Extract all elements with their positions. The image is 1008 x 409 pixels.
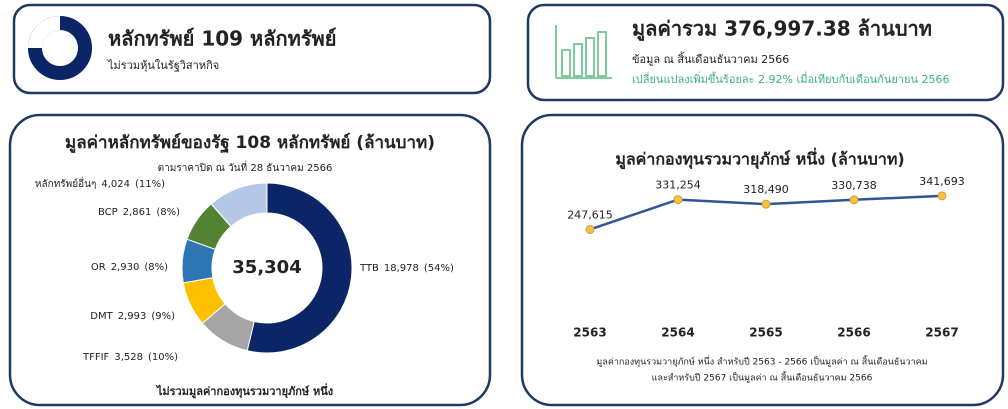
x-tick-label: 2564 (661, 326, 694, 340)
data-label: 318,490 (743, 183, 789, 196)
slice-label-part: 4,024 (101, 179, 130, 190)
slice-label-part: 2,930 (111, 262, 140, 273)
point (849, 195, 859, 205)
slice-label-part: OR (91, 262, 106, 273)
slice-label-part: 18,978 (384, 263, 419, 274)
slice-label-part: (54%) (424, 263, 454, 274)
slice-label: หลักทรัพย์อื่นๆ 4,024 (11%) (35, 176, 165, 190)
slice-label: DMT 2,993 (9%) (90, 311, 175, 322)
slice-label-part: หลักทรัพย์อื่นๆ (35, 176, 96, 190)
card (526, 3, 1005, 102)
chart-subtitle: ตามราคาปิด ณ วันที่ 28 ธันวาคม 2566 (158, 160, 333, 174)
slice-label-part: 2,861 (123, 207, 152, 218)
card-subtitle: ข้อมูล ณ สิ้นเดือนธันวาคม 2566 (632, 51, 789, 66)
slice-label-part: (9%) (151, 311, 175, 322)
chart-title: มูลค่ากองทุนรวมวายุภักษ์ หนึ่ง (ล้านบาท) (615, 148, 904, 171)
slice-label: TFFIF 3,528 (10%) (82, 352, 178, 363)
slice-label-part: (10%) (148, 352, 178, 363)
slice-label: BCP 2,861 (8%) (98, 207, 180, 218)
footnote: ไม่รวมมูลค่ากองทุนรวมวายุภักษ์ หนึ่ง (155, 383, 333, 399)
slice-label: OR 2,930 (8%) (91, 262, 168, 273)
pie-slice (246, 182, 353, 354)
donut-icon (28, 16, 92, 80)
chart-title: มูลค่าหลักทรัพย์ของรัฐ 108 หลักทรัพย์ (ล… (65, 132, 435, 154)
slice-label-part: 3,528 (114, 352, 143, 363)
data-label: 247,615 (567, 208, 613, 221)
card (520, 113, 1005, 407)
point (761, 199, 771, 209)
pie-slice (210, 182, 268, 228)
slice-label-part: (8%) (144, 262, 168, 273)
x-tick-label: 2565 (749, 326, 782, 340)
x-tick-label: 2567 (925, 326, 958, 340)
x-tick-label: 2566 (837, 326, 870, 340)
footnote: มูลค่ากองทุนรวมวายุภักษ์ หนึ่ง สำหรับปี … (596, 355, 927, 368)
slice-label-part: TTB (359, 263, 379, 274)
data-label: 341,693 (919, 175, 965, 188)
card-note: เปลี่ยนแปลงเพิ่มขึ้นร้อยละ 2.92% เมื่อเท… (632, 71, 949, 86)
x-tick-label: 2563 (573, 326, 606, 340)
card (8, 113, 492, 407)
footnote: และสำหรับปี 2567 เป็นมูลค่า ณ สิ้นเดือนธ… (652, 371, 873, 384)
slice-label-part: 2,993 (118, 311, 147, 322)
slice-label: TTB 18,978 (54%) (359, 263, 454, 274)
data-label: 330,738 (831, 179, 877, 192)
point (673, 195, 683, 205)
bars-icon (555, 25, 612, 79)
center-label: 35,304 (232, 257, 301, 278)
point (585, 224, 595, 234)
card-title: มูลค่ารวม 376,997.38 ล้านบาท (632, 17, 932, 43)
point (937, 191, 947, 201)
slice-label-part: DMT (90, 311, 113, 322)
slice-label-part: TFFIF (82, 352, 110, 363)
slice-label-part: (11%) (135, 179, 165, 190)
data-label: 331,254 (655, 179, 701, 192)
card-subtitle: ไม่รวมหุ้นในรัฐวิสาหกิจ (107, 59, 219, 72)
card-title: หลักทรัพย์ 109 หลักทรัพย์ (108, 27, 336, 51)
slice-label-part: (8%) (156, 207, 180, 218)
card (12, 3, 492, 95)
slice-label-part: BCP (98, 207, 118, 218)
